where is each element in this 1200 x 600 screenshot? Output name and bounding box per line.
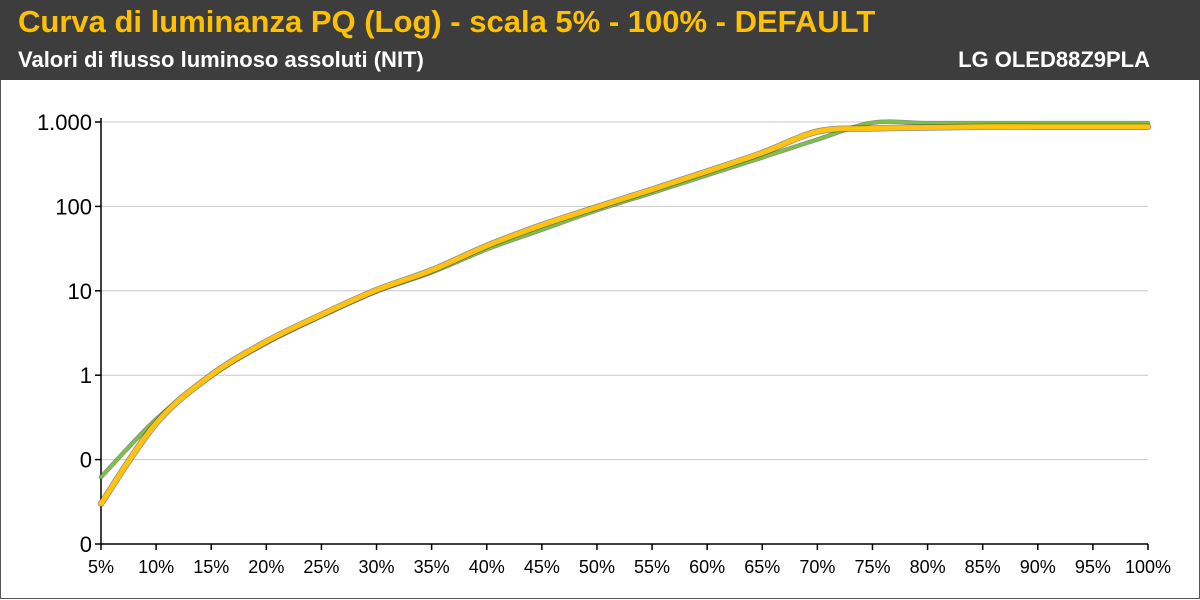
x-tick-label: 70% xyxy=(799,557,835,577)
x-tick-label: 95% xyxy=(1075,557,1111,577)
x-tick-label: 60% xyxy=(689,557,725,577)
chart-title: Curva di luminanza PQ (Log) - scala 5% -… xyxy=(18,4,876,39)
series-2-outline xyxy=(97,123,1152,507)
grid-lines xyxy=(101,121,1148,461)
series-lines xyxy=(97,119,1152,507)
y-tick-label: 10 xyxy=(68,279,92,304)
x-tick-label: 50% xyxy=(579,557,615,577)
y-tick-label: 100 xyxy=(55,194,92,219)
x-tick-label: 40% xyxy=(469,557,505,577)
luminance-chart: 0 0 1 10 100 1.000 5% 10% 15% 20% 25% 30% 35% 40% 45%… xyxy=(37,110,1171,577)
series-2-line xyxy=(98,124,1151,507)
tv-model-label: LG OLED88Z9PLA xyxy=(958,47,1150,72)
y-tick-label: 0 xyxy=(80,532,92,557)
x-tick-label: 85% xyxy=(965,557,1001,577)
x-tick-label: 75% xyxy=(854,557,890,577)
x-tick-label: 10% xyxy=(138,557,174,577)
x-tick-label: 30% xyxy=(359,557,395,577)
x-tick-label: 20% xyxy=(248,557,284,577)
x-tick-label: 45% xyxy=(524,557,560,577)
x-tick-label: 90% xyxy=(1020,557,1056,577)
x-tick-label: 65% xyxy=(744,557,780,577)
y-tick-label: 0 xyxy=(80,448,92,473)
x-tick-label: 55% xyxy=(634,557,670,577)
x-tick-label: 80% xyxy=(910,557,946,577)
y-tick-label: 1 xyxy=(80,363,92,388)
x-tick-label: 100% xyxy=(1125,557,1171,577)
series-1-outline xyxy=(98,119,1151,480)
y-axis: 0 0 1 10 100 1.000 xyxy=(37,110,102,557)
x-tick-label: 25% xyxy=(303,557,339,577)
chart-header: Curva di luminanza PQ (Log) - scala 5% -… xyxy=(0,0,1200,80)
x-tick-label: 15% xyxy=(193,557,229,577)
series-1-line xyxy=(99,120,1150,479)
x-tick-label: 35% xyxy=(414,557,450,577)
x-axis: 5% 10% 15% 20% 25% 30% 35% 40% 45% 50% 55% 60% 65% 70… xyxy=(88,543,1171,577)
x-tick-label: 5% xyxy=(88,557,114,577)
y-tick-label: 1.000 xyxy=(37,110,92,135)
chart-subtitle: Valori di flusso luminoso assoluti (NIT) xyxy=(18,47,424,72)
